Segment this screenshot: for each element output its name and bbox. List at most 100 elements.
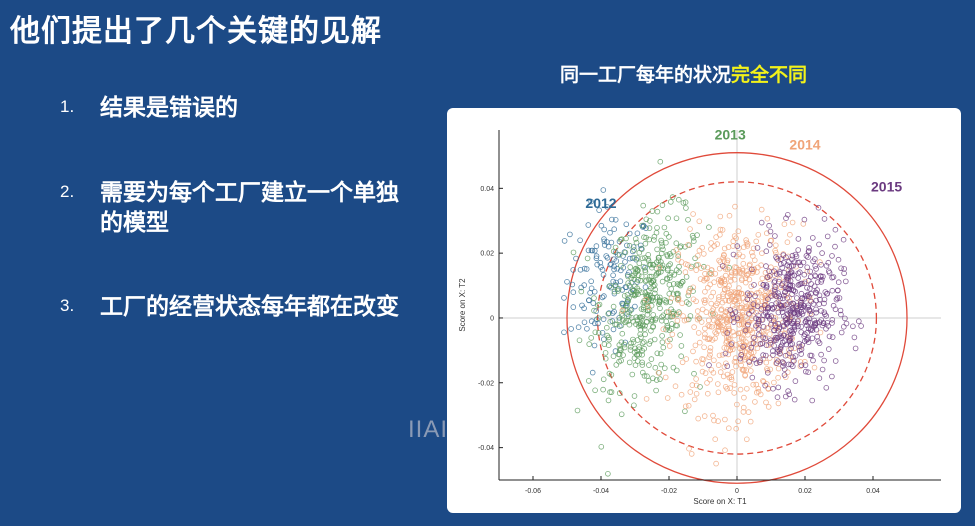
point-2013 [662, 297, 668, 303]
point-2013 [642, 323, 648, 329]
point-2014 [731, 233, 738, 239]
point-2014 [752, 325, 759, 332]
point-2012 [610, 272, 616, 279]
point-2015 [812, 263, 819, 269]
point-2015 [788, 361, 794, 368]
point-2013 [659, 278, 666, 285]
point-2014 [697, 276, 704, 282]
point-2013 [657, 376, 663, 382]
point-2015 [818, 276, 825, 283]
point-2014 [753, 381, 760, 388]
point-2015 [816, 301, 822, 308]
point-2015 [767, 228, 774, 235]
point-2013 [691, 238, 697, 245]
point-2014 [736, 340, 743, 347]
point-2012 [606, 283, 613, 290]
point-2015 [838, 265, 844, 272]
point-2014 [708, 324, 715, 330]
point-2015 [738, 352, 744, 358]
point-2013 [612, 282, 619, 289]
point-2015 [751, 282, 757, 288]
point-2014 [771, 379, 777, 386]
point-text: 结果是错误的 [100, 95, 238, 121]
point-2014 [761, 336, 768, 343]
point-2014 [712, 329, 718, 335]
point-2014 [736, 295, 742, 302]
point-2015 [755, 326, 762, 332]
point-2015 [780, 252, 787, 258]
point-2014 [730, 243, 736, 249]
point-2015 [785, 273, 791, 280]
point-2014 [710, 412, 716, 419]
point-2015 [838, 329, 845, 336]
point-2014 [737, 386, 744, 393]
point-2013 [619, 317, 626, 323]
point-2015 [829, 274, 835, 281]
x-tick-label: -0.02 [661, 488, 677, 495]
point-2015 [821, 357, 827, 364]
point-2013 [632, 362, 639, 369]
point-2013 [658, 237, 664, 244]
point-2013 [641, 326, 648, 333]
point-2014 [722, 297, 729, 304]
point-2012 [561, 295, 567, 301]
point-2015 [762, 382, 769, 389]
point-2014 [728, 278, 734, 284]
point-2012 [589, 369, 596, 376]
point-2013 [651, 237, 657, 243]
point-2013 [653, 229, 660, 236]
point-2014 [719, 227, 726, 233]
point-2014 [741, 366, 747, 373]
point-2013 [591, 295, 597, 301]
point-2013 [691, 370, 697, 377]
point-2012 [575, 324, 582, 331]
point-2014 [724, 266, 731, 273]
point-2012 [630, 248, 636, 255]
point-2013 [634, 337, 641, 343]
point-2015 [762, 352, 769, 359]
point-2013 [658, 250, 665, 257]
point-2014 [726, 212, 733, 219]
point-number: 2. [60, 182, 75, 201]
point-2013 [658, 361, 665, 368]
point-2012 [590, 300, 597, 306]
point-2014 [781, 221, 788, 227]
point-2015 [835, 256, 842, 263]
point-2013 [658, 240, 665, 246]
point-2012 [611, 290, 618, 297]
point-2014 [708, 267, 715, 273]
point-2015 [812, 320, 818, 327]
point-2014 [704, 336, 711, 342]
point-text: 需要为每个工厂建立一个单独的模型 [100, 180, 399, 236]
point-2014 [817, 259, 823, 265]
point-2014 [733, 425, 740, 432]
point-2015 [775, 309, 782, 316]
point-2013 [622, 306, 629, 313]
point-2015 [838, 311, 844, 318]
point-2014 [643, 296, 649, 303]
point-2013 [631, 402, 637, 409]
point-2013 [677, 332, 683, 338]
point-2012 [567, 231, 573, 238]
point-2015 [793, 295, 800, 301]
point-2015 [760, 352, 766, 358]
point-2015 [819, 366, 826, 373]
point-2014 [683, 356, 690, 362]
point-2014 [665, 309, 672, 315]
point-2012 [599, 330, 606, 336]
point-2015 [840, 236, 847, 243]
point-2013 [644, 293, 650, 300]
point-2015 [734, 243, 741, 249]
point-2015 [755, 331, 762, 338]
point-2013 [632, 236, 639, 242]
point-2013 [638, 334, 644, 341]
point-2015 [798, 295, 805, 302]
point-2015 [791, 358, 797, 364]
point-2012 [601, 238, 608, 245]
slide-title: 他们提出了几个关键的见解 [10, 14, 382, 49]
point-2013 [659, 243, 666, 250]
point-2014 [699, 244, 706, 251]
point-2013 [673, 240, 680, 247]
point-2013 [663, 239, 669, 246]
point-2013 [619, 313, 626, 319]
